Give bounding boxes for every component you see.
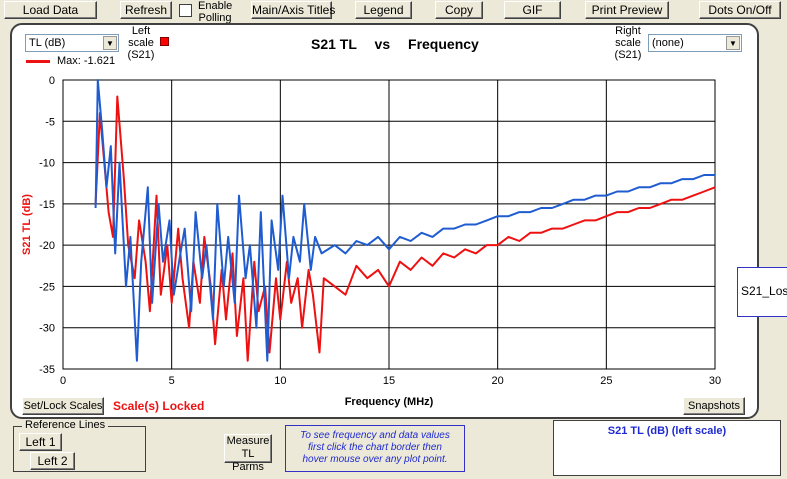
x-tick-label: 15 (383, 375, 395, 387)
x-tick-label: 25 (600, 375, 612, 387)
y-tick-label: -20 (39, 240, 55, 252)
measure-line2: TL Parms (232, 448, 264, 473)
legend-button[interactable]: Legend (355, 1, 412, 19)
measure-tl-parms-button[interactable]: Measure TL Parms (224, 434, 272, 473)
legend-red-line (26, 60, 50, 63)
snapshots-button[interactable]: Snapshots (683, 397, 745, 415)
series-line-2 (94, 79, 715, 362)
x-tick-label: 30 (709, 375, 721, 387)
enable-polling-line2: Polling (198, 12, 232, 24)
y-tick-label: -30 (39, 323, 55, 335)
note-line1: To see frequency and data values (300, 430, 450, 441)
left2-button[interactable]: Left 2 (30, 452, 75, 470)
gif-button[interactable]: GIF (504, 1, 561, 19)
y-tick-label: -10 (39, 158, 55, 170)
title-trace: S21 TL (311, 36, 357, 52)
max-label: Max: -1.621 (57, 55, 116, 67)
dots-toggle-button[interactable]: Dots On/Off (699, 1, 781, 19)
scale-info-box: S21 TL (dB) (left scale) (553, 420, 781, 476)
scale-info-text: S21 TL (dB) (left scale) (607, 425, 727, 437)
right-trace-select-value: (none) (652, 37, 684, 49)
x-tick-label: 10 (274, 375, 286, 387)
right-scale-label: Right scale (S21) (611, 25, 645, 61)
y-axis-label: S21 TL (dB) (21, 194, 33, 255)
enable-polling-checkbox[interactable] (179, 4, 192, 17)
left-scale-line2: scale (128, 37, 154, 49)
note-line2: first click the chart border then (308, 442, 442, 453)
chevron-down-icon[interactable]: ▼ (726, 36, 740, 50)
left-trace-select-value: TL (dB) (29, 37, 66, 49)
x-tick-label: 5 (169, 375, 175, 387)
right-scale-line1: Right (615, 25, 641, 37)
y-tick-label: -25 (39, 281, 55, 293)
copy-button[interactable]: Copy (435, 1, 483, 19)
refresh-button[interactable]: Refresh (120, 1, 172, 19)
right-trace-select[interactable]: (none) ▼ (648, 34, 742, 52)
side-trace-box[interactable]: S21_Los (737, 267, 787, 317)
y-tick-label: 0 (49, 75, 55, 87)
enable-polling-line1: Enable (198, 0, 233, 12)
hover-instructions-note: To see frequency and data values first c… (285, 425, 465, 472)
left-scale-line3: (S21) (127, 49, 155, 61)
note-line3: hover mouse over any plot point. (302, 454, 448, 465)
series-line-1 (94, 95, 716, 362)
chart-panel[interactable] (10, 23, 759, 419)
enable-polling-label: Enable Polling (198, 0, 232, 24)
axis-ticks: 0 5 10 15 20 25 30 0 -5 -10 -15 -20 -25 -30 -35 (39, 75, 721, 387)
measure-line1: Measure (226, 435, 270, 447)
series-lines (94, 79, 716, 362)
print-preview-button[interactable]: Print Preview (585, 1, 669, 19)
y-tick-label: -35 (39, 364, 55, 376)
right-scale-line3: (S21) (614, 49, 642, 61)
main-axis-titles-button[interactable]: Main/Axis Titles (251, 1, 336, 19)
set-lock-scales-button[interactable]: Set/Lock Scales (22, 397, 104, 415)
reference-lines-label: Reference Lines (22, 419, 109, 431)
left-scale-label: Left scale (S21) (124, 25, 158, 61)
y-tick-label: -5 (45, 116, 55, 128)
page-title: S21 TL vs Frequency (311, 36, 479, 52)
y-tick-label: -15 (39, 199, 55, 211)
scale-locked-status: Scale(s) Locked (113, 399, 205, 413)
x-tick-label: 20 (492, 375, 504, 387)
title-frequency: Frequency (408, 36, 479, 52)
load-data-button[interactable]: Load Data (4, 1, 97, 19)
x-tick-label: 0 (60, 375, 66, 387)
left-trace-select[interactable]: TL (dB) ▼ (25, 34, 119, 52)
side-trace-text: S21_Los (741, 284, 787, 298)
left1-button[interactable]: Left 1 (19, 433, 62, 451)
right-scale-line2: scale (615, 37, 641, 49)
x-axis-label: Frequency (MHz) (345, 396, 434, 408)
left-scale-line1: Left (131, 25, 151, 37)
left-scale-color-swatch[interactable] (160, 37, 169, 46)
title-vs: vs (374, 36, 391, 52)
chevron-down-icon[interactable]: ▼ (103, 36, 117, 50)
